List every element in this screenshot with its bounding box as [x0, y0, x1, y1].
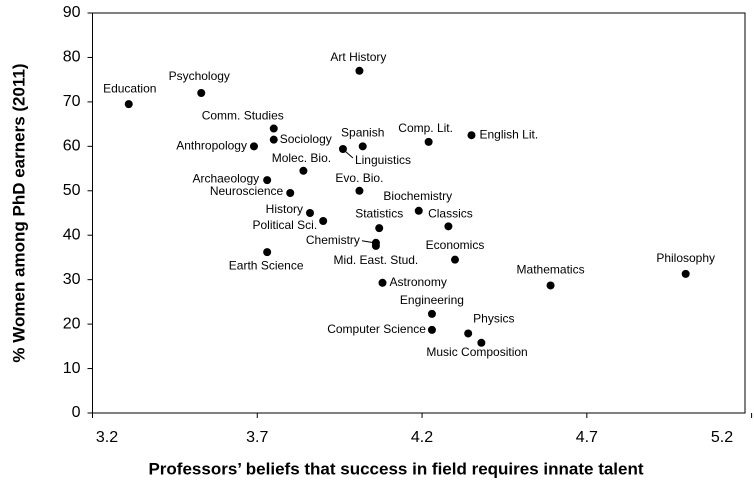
point — [427, 325, 436, 334]
point-label: Chemistry — [306, 233, 360, 247]
point-label: Classics — [428, 207, 473, 221]
point — [477, 338, 486, 347]
point — [546, 281, 555, 290]
x-tick-label: 4.7 — [576, 429, 598, 446]
point — [355, 66, 364, 75]
point-label: Political Sci. — [252, 218, 317, 232]
point — [444, 222, 453, 231]
leader-line — [344, 150, 354, 159]
point-label: Molec. Bio. — [272, 151, 331, 165]
y-tick-label: 40 — [63, 226, 81, 243]
point — [464, 329, 473, 338]
point-label: Sociology — [280, 132, 332, 146]
point — [427, 309, 436, 318]
point-label: Evo. Bio. — [335, 171, 383, 185]
point-label: Education — [103, 81, 156, 95]
point — [124, 100, 133, 109]
point-label: Astronomy — [390, 275, 447, 289]
point — [375, 224, 384, 233]
y-tick-label: 90 — [63, 4, 81, 21]
point-label: Music Composition — [426, 345, 527, 359]
point — [355, 186, 364, 195]
point — [378, 278, 387, 287]
point — [249, 142, 258, 151]
point-label: Earth Science — [229, 258, 304, 272]
y-tick-label: 80 — [63, 49, 81, 66]
x-tick-label: 5.2 — [711, 429, 733, 446]
point — [358, 142, 367, 151]
y-axis-title: % Women among PhD earners (2011) — [9, 63, 28, 362]
point-label: Computer Science — [327, 322, 426, 336]
point — [467, 131, 476, 140]
point-label: Philosophy — [656, 251, 715, 265]
y-tick-label: 10 — [63, 360, 81, 377]
plot-frame — [92, 12, 746, 414]
point — [286, 189, 295, 197]
point-label: Statistics — [355, 206, 403, 220]
point — [681, 269, 690, 278]
y-tick-label: 60 — [63, 138, 81, 155]
point — [319, 217, 328, 225]
point — [451, 255, 459, 264]
point-label: Neuroscience — [210, 184, 284, 198]
point-label: Physics — [473, 312, 514, 326]
point — [306, 209, 314, 217]
point — [299, 166, 308, 175]
point-label: Anthropology — [176, 139, 247, 153]
point — [371, 241, 380, 250]
point-label: Biochemistry — [383, 189, 452, 203]
y-tick-label: 20 — [63, 315, 81, 332]
x-axis-title: Professors’ beliefs that success in fiel… — [148, 459, 643, 478]
point-label: Linguistics — [355, 153, 411, 167]
point-label: Comp. Lit. — [398, 121, 453, 135]
point-label: English Lit. — [479, 127, 538, 141]
point — [263, 248, 272, 257]
x-tick-label: 3.7 — [246, 429, 268, 446]
x-tick-label: 4.2 — [411, 429, 433, 446]
point — [197, 89, 206, 97]
point-label: Mathematics — [517, 263, 585, 277]
y-tick-label: 70 — [63, 93, 81, 110]
point — [263, 176, 272, 185]
point-label: Economics — [426, 238, 485, 252]
point-label: Spanish — [341, 126, 384, 140]
x-tick-label: 3.2 — [96, 429, 118, 446]
point — [269, 124, 278, 133]
point-label: Art History — [330, 50, 386, 64]
point-label: Comm. Studies — [202, 109, 284, 123]
point-label: Engineering — [400, 293, 464, 307]
point-label: History — [266, 202, 303, 216]
y-tick-label: 30 — [63, 271, 81, 288]
point-label: Archaeology — [192, 171, 259, 185]
y-tick-label: 0 — [72, 404, 81, 421]
point — [269, 135, 278, 144]
point-label: Psychology — [169, 69, 230, 83]
y-tick-label: 50 — [63, 182, 81, 199]
leader-line — [361, 240, 374, 244]
point — [414, 206, 423, 215]
point — [424, 137, 433, 146]
point-label: Mid. East. Stud. — [334, 253, 419, 267]
